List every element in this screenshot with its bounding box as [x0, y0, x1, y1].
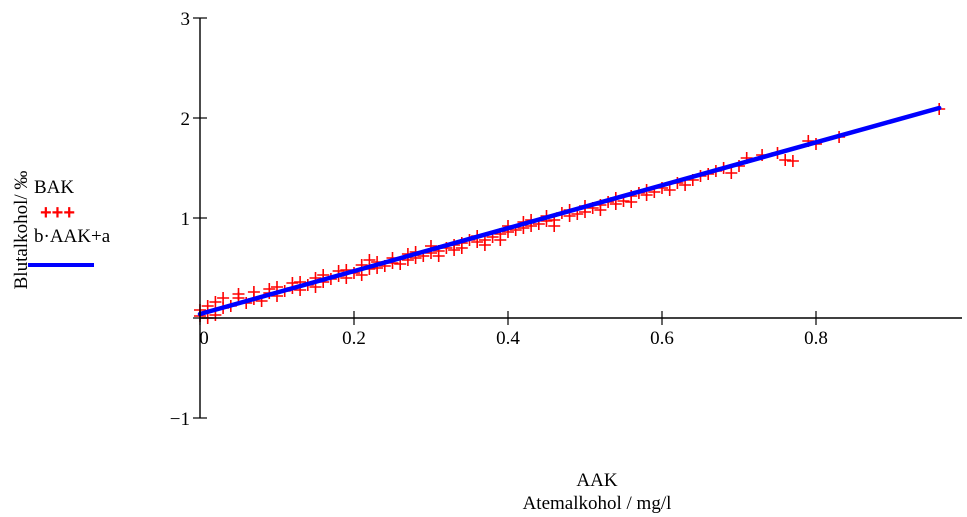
y-ticks: −1 1 2 3 [170, 9, 207, 430]
scatter-point [232, 288, 245, 300]
legend-marker-bak: +++ [40, 202, 75, 224]
scatter-point [363, 254, 376, 266]
x-tick-label: 0.4 [496, 328, 520, 349]
scatter-point [217, 292, 230, 304]
x-axis-title-line2: Atemalkohol / mg/l [523, 493, 672, 514]
y-tick-label: 2 [181, 109, 191, 130]
scatter-point [478, 239, 491, 251]
y-tick-label: 3 [181, 9, 191, 30]
scatter-point [494, 234, 507, 246]
y-axis-title-group: Blutalkohol/ ‰ [11, 171, 32, 290]
scatter-point [448, 244, 461, 256]
scatter-point [779, 154, 792, 166]
x-axis-title-line1: AAK [576, 470, 617, 491]
scatter-point [625, 196, 638, 208]
x-ticks: 0 0.2 0.4 0.6 0.8 [199, 311, 828, 349]
fit-line [197, 105, 942, 317]
axes: 0 0.2 0.4 0.6 0.8 −1 1 2 3 [170, 9, 962, 430]
plot-area [194, 103, 946, 324]
scatter-point [725, 167, 738, 179]
x-tick-label: 0 [199, 328, 209, 349]
legend-label-bak: BAK [34, 177, 74, 198]
x-tick-label: 0.2 [342, 328, 366, 349]
scatter-point [548, 220, 561, 232]
scatter-point [786, 155, 799, 167]
legend: BAK +++ b·AAK+a [28, 177, 111, 267]
fit-line-series [197, 105, 942, 317]
y-axis-title: Blutalkohol/ ‰ [11, 171, 32, 290]
x-tick-label: 0.6 [650, 328, 674, 349]
y-tick-label: 1 [181, 209, 191, 230]
scatter-point [209, 296, 222, 308]
scatter-point [247, 286, 260, 298]
scatter-point [455, 242, 468, 254]
scatter-point [432, 250, 445, 262]
scatter-point [594, 204, 607, 216]
x-tick-label: 0.8 [804, 328, 828, 349]
y-tick-label: −1 [170, 409, 190, 430]
scatter-point [663, 184, 676, 196]
legend-label-fit: b·AAK+a [34, 226, 111, 247]
